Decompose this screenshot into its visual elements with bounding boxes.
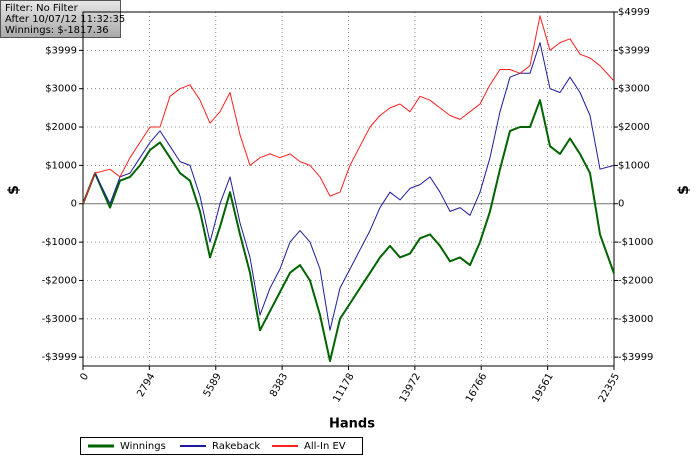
plot-frame [82,11,615,367]
y-tick-label: $1000 [45,160,77,171]
y2-tick-label: $4999 [618,7,650,18]
y2-tick-label: $2000 [618,122,650,133]
series-line [82,99,615,362]
info-box [0,0,121,38]
y2-tick-label: -$1000 [618,237,653,248]
x-tick-label: 19561 [530,372,555,405]
x-tick-label: 16766 [464,372,489,405]
info-line: Winnings: $-1817.36 [5,25,109,36]
y-tick-label: $3999 [45,45,77,56]
y-tick-label: $3000 [45,84,77,95]
y2-tick-label: -$2000 [618,275,653,286]
series-line [82,42,615,331]
y2-tick-label: $3000 [618,84,650,95]
y-tick-label: -$3999 [42,352,77,363]
series-line [82,15,615,204]
legend-label: Winnings [120,441,166,452]
y2-tick-label: -$3000 [618,314,653,325]
y-tick-label: -$3000 [42,314,77,325]
x-tick-label: 11178 [331,372,356,405]
x-tick-label: 8383 [268,372,290,400]
y-axis-title: $ [6,185,22,195]
y-tick-label: -$1000 [42,237,77,248]
y-tick-label: -$2000 [42,275,77,286]
x-tick-label: 2794 [135,372,157,400]
x-tick-label: 13972 [398,372,423,405]
legend-box [80,437,363,455]
y2-tick-label: -$3999 [618,352,653,363]
x-tick-label: 22355 [597,372,622,405]
y-tick-label: $2000 [45,122,77,133]
y-tick-label: 0 [71,199,77,210]
y2-axis-title: $ [676,185,692,195]
x-tick-label: 5589 [202,372,224,400]
y2-tick-label: $1000 [618,160,650,171]
x-axis-title: Hands [329,417,375,432]
legend-label: All-In EV [304,441,346,452]
info-line: After 10/07/12 11:32:35 [5,14,125,25]
x-tick-label: 0 [78,372,91,383]
y2-tick-label: 0 [618,199,624,210]
legend-label: Rakeback [212,441,260,452]
info-line: Filter: No Filter [5,3,79,14]
y2-tick-label: $3999 [618,45,650,56]
